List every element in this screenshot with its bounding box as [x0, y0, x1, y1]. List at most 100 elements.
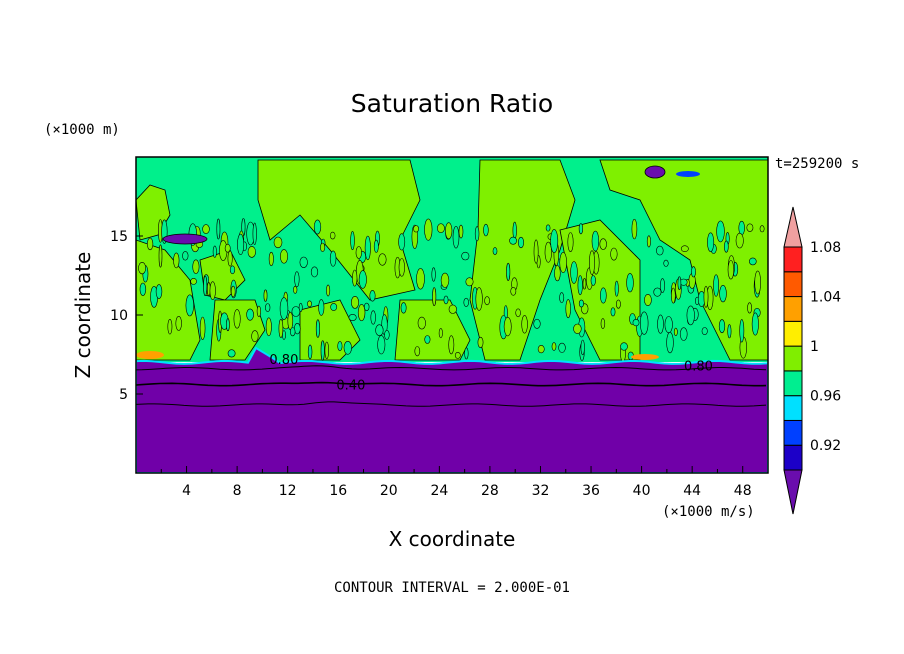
contour-speckle [155, 284, 163, 299]
contour-speckle [591, 230, 600, 252]
x-tick-label: 12 [279, 483, 297, 499]
contour-speckle [227, 349, 236, 358]
contour-speckle [139, 282, 147, 296]
contour-speckle [719, 285, 727, 303]
contour-speckle [398, 258, 405, 277]
contour-speckle [246, 308, 254, 321]
contour-speckle [559, 292, 565, 304]
colorbar-high-extension [783, 206, 803, 248]
colorbar-swatch [783, 246, 803, 273]
plot-area [136, 157, 768, 473]
contour-speckle [212, 245, 217, 258]
x-unit-label: (×1000 m/s) [662, 504, 755, 520]
contour-speckle [738, 220, 745, 236]
contour-speckle [578, 299, 584, 308]
x-tick-label: 32 [532, 483, 550, 499]
supersaturated-blob [469, 159, 576, 361]
contour-speckle [701, 327, 708, 335]
supersaturated-blob [136, 239, 201, 361]
contour-speckle [299, 256, 308, 268]
contour-speckle [509, 236, 517, 245]
contour-speckle [307, 344, 313, 360]
contour-speckle [358, 270, 367, 289]
contour-label: 0.80 [269, 353, 298, 368]
contour-speckle [237, 233, 245, 255]
contour-speckle [718, 319, 726, 334]
contour-label: 0.40 [336, 379, 365, 394]
contour-speckle [484, 296, 490, 306]
contour-speckle [369, 290, 376, 302]
contour-speckle [448, 335, 455, 355]
contour-speckle [192, 259, 200, 274]
contour-speckle [570, 261, 578, 284]
colorbar-swatch [783, 444, 803, 471]
contour-speckle [443, 295, 449, 305]
contour-speckle [677, 276, 682, 291]
contour-speckle [326, 284, 331, 297]
colorbar-label: 1.04 [810, 290, 841, 306]
contour-speckle [739, 319, 745, 343]
colorbar-low-extension [783, 469, 803, 515]
contour-speckle [377, 335, 386, 355]
contour-speckle [686, 305, 695, 326]
contour-interval-label: CONTOUR INTERVAL = 2.000E-01 [334, 580, 570, 596]
contour-speckle [580, 339, 585, 356]
contour-speckle [278, 318, 284, 338]
contour-speckle [614, 280, 619, 297]
warm-patch [136, 351, 164, 359]
y-tick-label: 10 [110, 308, 128, 324]
contour-speckle [318, 299, 325, 316]
contour-speckle [474, 226, 480, 242]
colorbar-swatch [783, 370, 803, 397]
contour-speckle [199, 316, 206, 340]
contour-speckle [294, 271, 300, 288]
x-tick-label: 28 [481, 483, 499, 499]
contour-speckle [438, 328, 443, 339]
contour-line [136, 381, 767, 387]
lower-dry-region [136, 346, 768, 473]
contour-speckle [515, 308, 521, 318]
contour-label: 0.80 [684, 360, 713, 375]
contour-speckle [209, 281, 216, 301]
contour-speckle [378, 253, 387, 266]
contour-speckle [320, 340, 325, 361]
contour-speckle [707, 232, 715, 252]
contour-speckle [216, 218, 221, 240]
contour-speckle [350, 231, 355, 251]
contour-speckle [229, 265, 236, 275]
contour-speckle [265, 317, 272, 337]
x-axis-label: X coordinate [389, 527, 516, 551]
contour-speckle [588, 250, 595, 275]
contour-speckle [517, 236, 524, 249]
contour-speckle [352, 269, 358, 287]
contour-speckle [384, 329, 390, 340]
contour-speckle [631, 218, 638, 240]
contour-speckle [716, 220, 725, 243]
contour-speckle [703, 285, 709, 308]
contour-speckle [567, 232, 574, 253]
contour-speckle [452, 226, 460, 249]
contour-speckle [398, 233, 406, 251]
contour-speckle [727, 260, 735, 280]
contour-speckle [559, 252, 568, 274]
contour-speckle [632, 319, 640, 327]
contour-speckle [554, 265, 561, 282]
contour-speckle [431, 267, 436, 282]
contour-speckle [320, 242, 326, 252]
contour-speckle [582, 278, 587, 290]
contour-speckle [440, 272, 450, 288]
contour-speckle [727, 324, 732, 339]
contour-speckle [537, 345, 545, 354]
colorbar-swatch [783, 419, 803, 446]
colorbar-label: 1.08 [810, 240, 841, 256]
contour-speckle [310, 266, 319, 278]
x-tick-label: 40 [633, 483, 651, 499]
contour-speckle [565, 299, 571, 319]
contour-speckle [293, 285, 298, 294]
contour-speckle [465, 277, 474, 287]
contour-speckle [463, 297, 469, 307]
contour-speckle [167, 319, 173, 335]
contour-labels: 0.80 0.40 0.80 [269, 353, 713, 393]
y-axis-ticks: 5 10 15 [110, 229, 143, 403]
contour-speckle [616, 299, 621, 309]
